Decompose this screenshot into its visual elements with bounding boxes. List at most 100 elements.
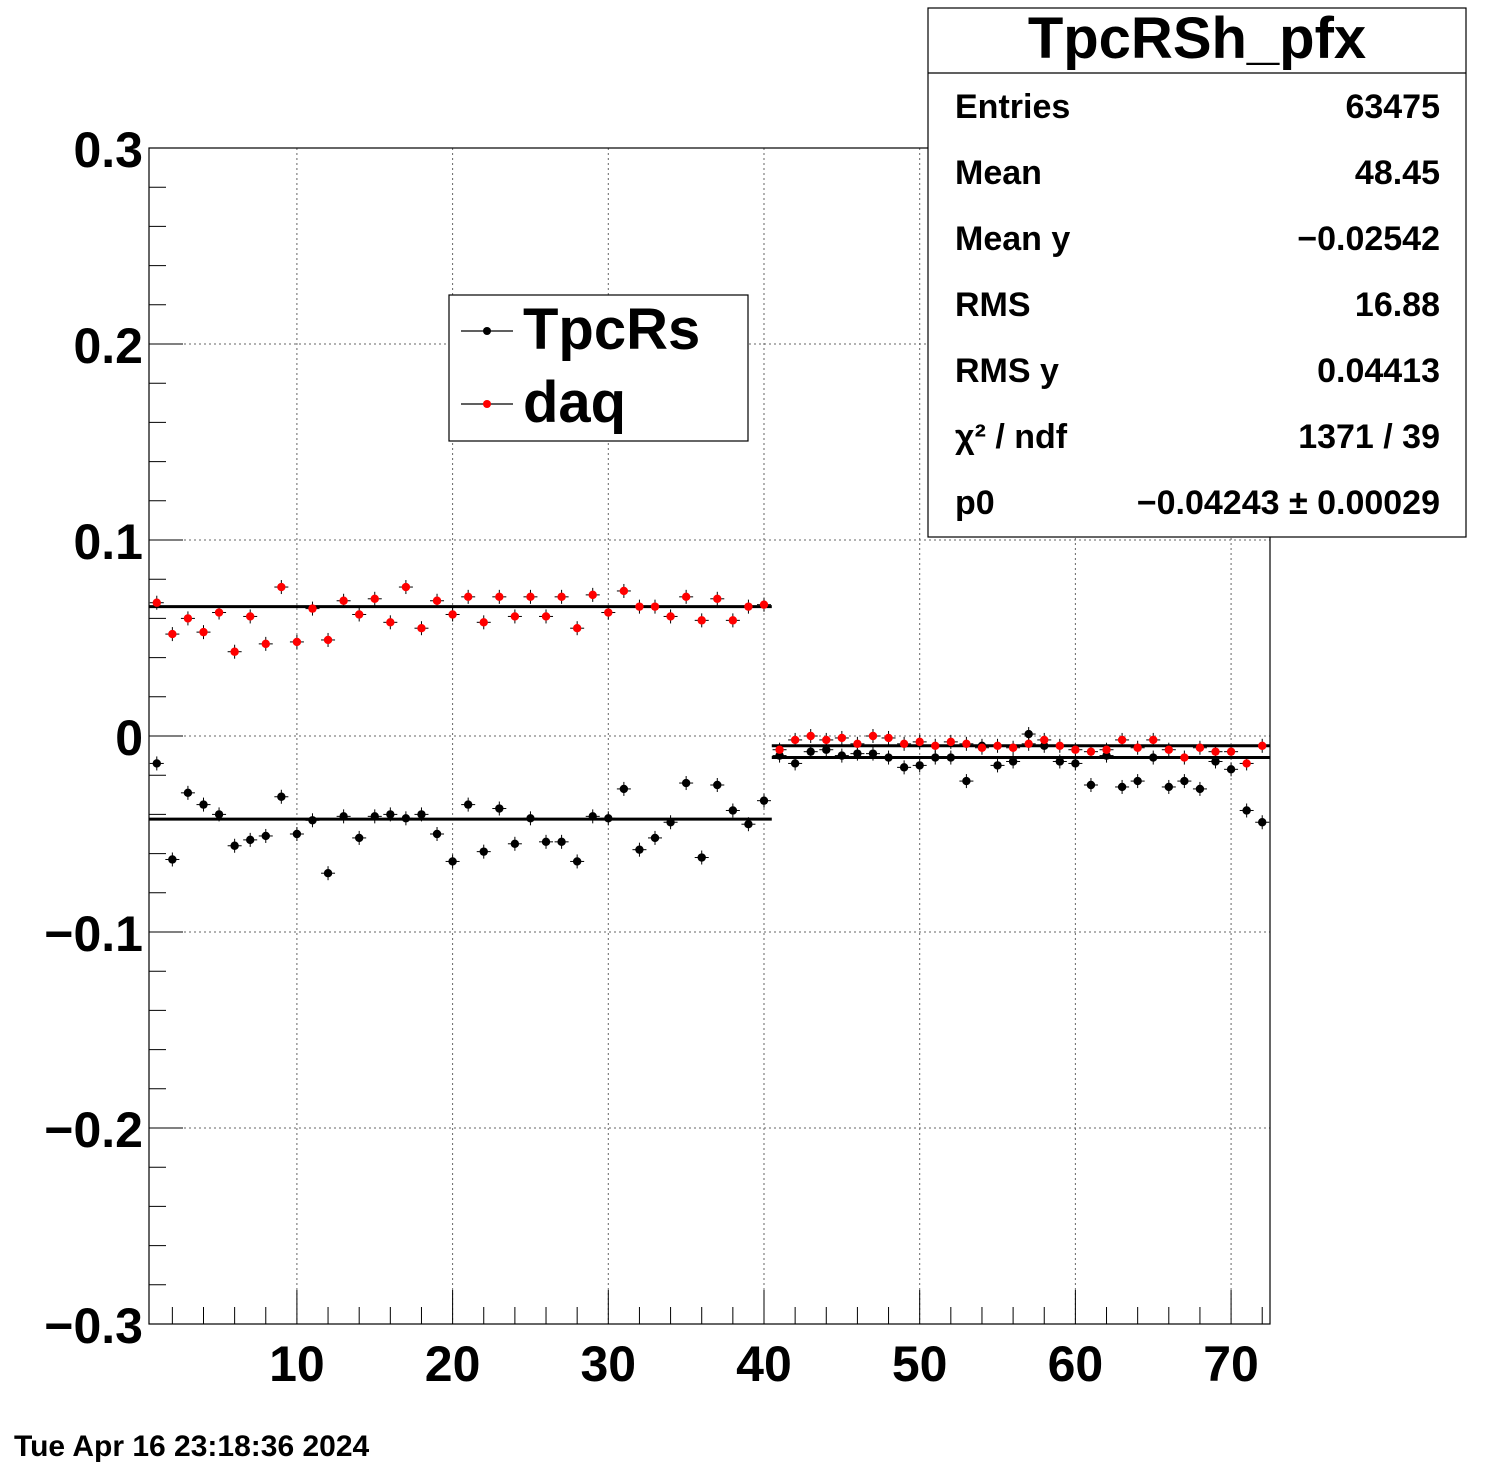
y-tick-label: 0	[115, 710, 143, 766]
data-point-tpcrs	[492, 801, 507, 816]
marker-tpcrs	[899, 763, 909, 772]
data-point-daq	[523, 589, 538, 604]
data-point-daq	[507, 609, 522, 624]
data-point-daq	[974, 740, 989, 755]
stats-rows: Entries 63475 Mean 48.45 Mean y −0.02542 RMS 16…	[955, 88, 1440, 522]
data-point-daq	[492, 589, 507, 604]
legend-marker-tpcrs	[483, 327, 491, 335]
data-point-daq	[1006, 740, 1021, 755]
data-point-tpcrs	[149, 756, 164, 771]
marker-daq	[790, 735, 800, 745]
data-point-tpcrs	[1224, 762, 1239, 777]
stat-label: p0	[955, 484, 995, 522]
marker-tpcrs	[1133, 776, 1142, 786]
marker-tpcrs	[728, 806, 738, 815]
marker-tpcrs	[853, 749, 862, 758]
marker-daq	[884, 733, 893, 743]
data-point-tpcrs	[227, 838, 242, 853]
marker-daq	[479, 618, 488, 627]
marker-tpcrs	[370, 812, 379, 821]
stat-label: χ² / ndf	[955, 418, 1068, 456]
data-point-tpcrs	[196, 797, 211, 812]
marker-tpcrs	[1242, 806, 1251, 815]
marker-daq	[946, 737, 956, 747]
marker-tpcrs	[339, 812, 348, 821]
marker-tpcrs	[946, 753, 956, 762]
marker-daq	[868, 731, 878, 741]
marker-tpcrs	[1149, 753, 1158, 762]
x-tick-label: 30	[580, 1336, 636, 1392]
data-point-tpcrs	[461, 797, 476, 812]
marker-daq	[1055, 741, 1065, 750]
marker-tpcrs	[1180, 776, 1189, 786]
marker-daq	[1040, 735, 1049, 745]
marker-tpcrs	[1024, 729, 1033, 739]
marker-daq	[510, 612, 520, 621]
stat-label: Mean	[955, 154, 1042, 192]
marker-tpcrs	[822, 745, 831, 754]
marker-tpcrs	[650, 833, 660, 843]
x-tick-label: 10	[269, 1336, 325, 1392]
legend-label-tpcrs: TpcRs	[523, 297, 700, 362]
marker-daq	[837, 733, 847, 743]
data-point-tpcrs	[212, 807, 227, 822]
marker-daq	[152, 598, 161, 607]
data-point-daq	[694, 613, 709, 628]
data-point-tpcrs	[1130, 774, 1145, 789]
marker-daq	[713, 594, 722, 603]
marker-tpcrs	[479, 847, 488, 856]
data-point-tpcrs	[601, 811, 616, 826]
marker-tpcrs	[837, 751, 847, 760]
stat-label: RMS	[955, 286, 1031, 324]
marker-daq	[432, 596, 442, 605]
data-point-tpcrs	[694, 850, 709, 865]
marker-tpcrs	[292, 829, 302, 839]
data-point-tpcrs	[1115, 779, 1130, 794]
data-point-daq	[1068, 742, 1083, 757]
data-point-tpcrs	[367, 809, 382, 824]
data-point-tpcrs	[383, 807, 398, 822]
marker-daq	[775, 745, 784, 754]
data-point-daq	[461, 589, 476, 604]
data-point-daq	[414, 621, 429, 636]
marker-tpcrs	[884, 753, 893, 762]
data-point-daq	[180, 611, 195, 626]
marker-daq	[1180, 753, 1189, 762]
data-point-daq	[710, 591, 725, 606]
marker-daq	[1024, 739, 1033, 749]
data-point-tpcrs	[476, 844, 491, 859]
data-point-daq	[243, 609, 258, 624]
x-tick-label: 40	[736, 1336, 792, 1392]
marker-daq	[1008, 743, 1018, 752]
marker-tpcrs	[448, 857, 457, 866]
data-point-tpcrs	[663, 815, 678, 830]
marker-tpcrs	[588, 812, 597, 821]
data-point-daq	[258, 636, 273, 651]
data-point-tpcrs	[1177, 774, 1192, 789]
data-point-daq	[1115, 732, 1130, 747]
marker-tpcrs	[386, 810, 395, 819]
marker-daq	[1211, 747, 1220, 756]
data-point-tpcrs	[398, 811, 413, 826]
y-tick-label: 0.2	[73, 318, 143, 374]
marker-tpcrs	[1195, 784, 1205, 794]
data-point-tpcrs	[632, 842, 647, 857]
data-point-tpcrs	[1255, 815, 1270, 830]
marker-daq	[261, 639, 270, 649]
stat-label: RMS y	[955, 352, 1059, 390]
data-point-tpcrs	[850, 746, 865, 761]
data-point-tpcrs	[1192, 781, 1207, 796]
data-point-daq	[990, 738, 1005, 753]
marker-daq	[635, 602, 644, 611]
marker-tpcrs	[214, 810, 224, 819]
marker-tpcrs	[432, 829, 442, 839]
marker-tpcrs	[759, 796, 769, 805]
marker-daq	[183, 614, 193, 623]
marker-tpcrs	[261, 831, 270, 841]
marker-daq	[806, 731, 815, 741]
data-point-daq	[476, 615, 491, 630]
data-point-tpcrs	[788, 756, 803, 771]
data-point-tpcrs	[959, 774, 974, 789]
marker-daq	[915, 737, 924, 747]
marker-daq	[354, 610, 364, 619]
